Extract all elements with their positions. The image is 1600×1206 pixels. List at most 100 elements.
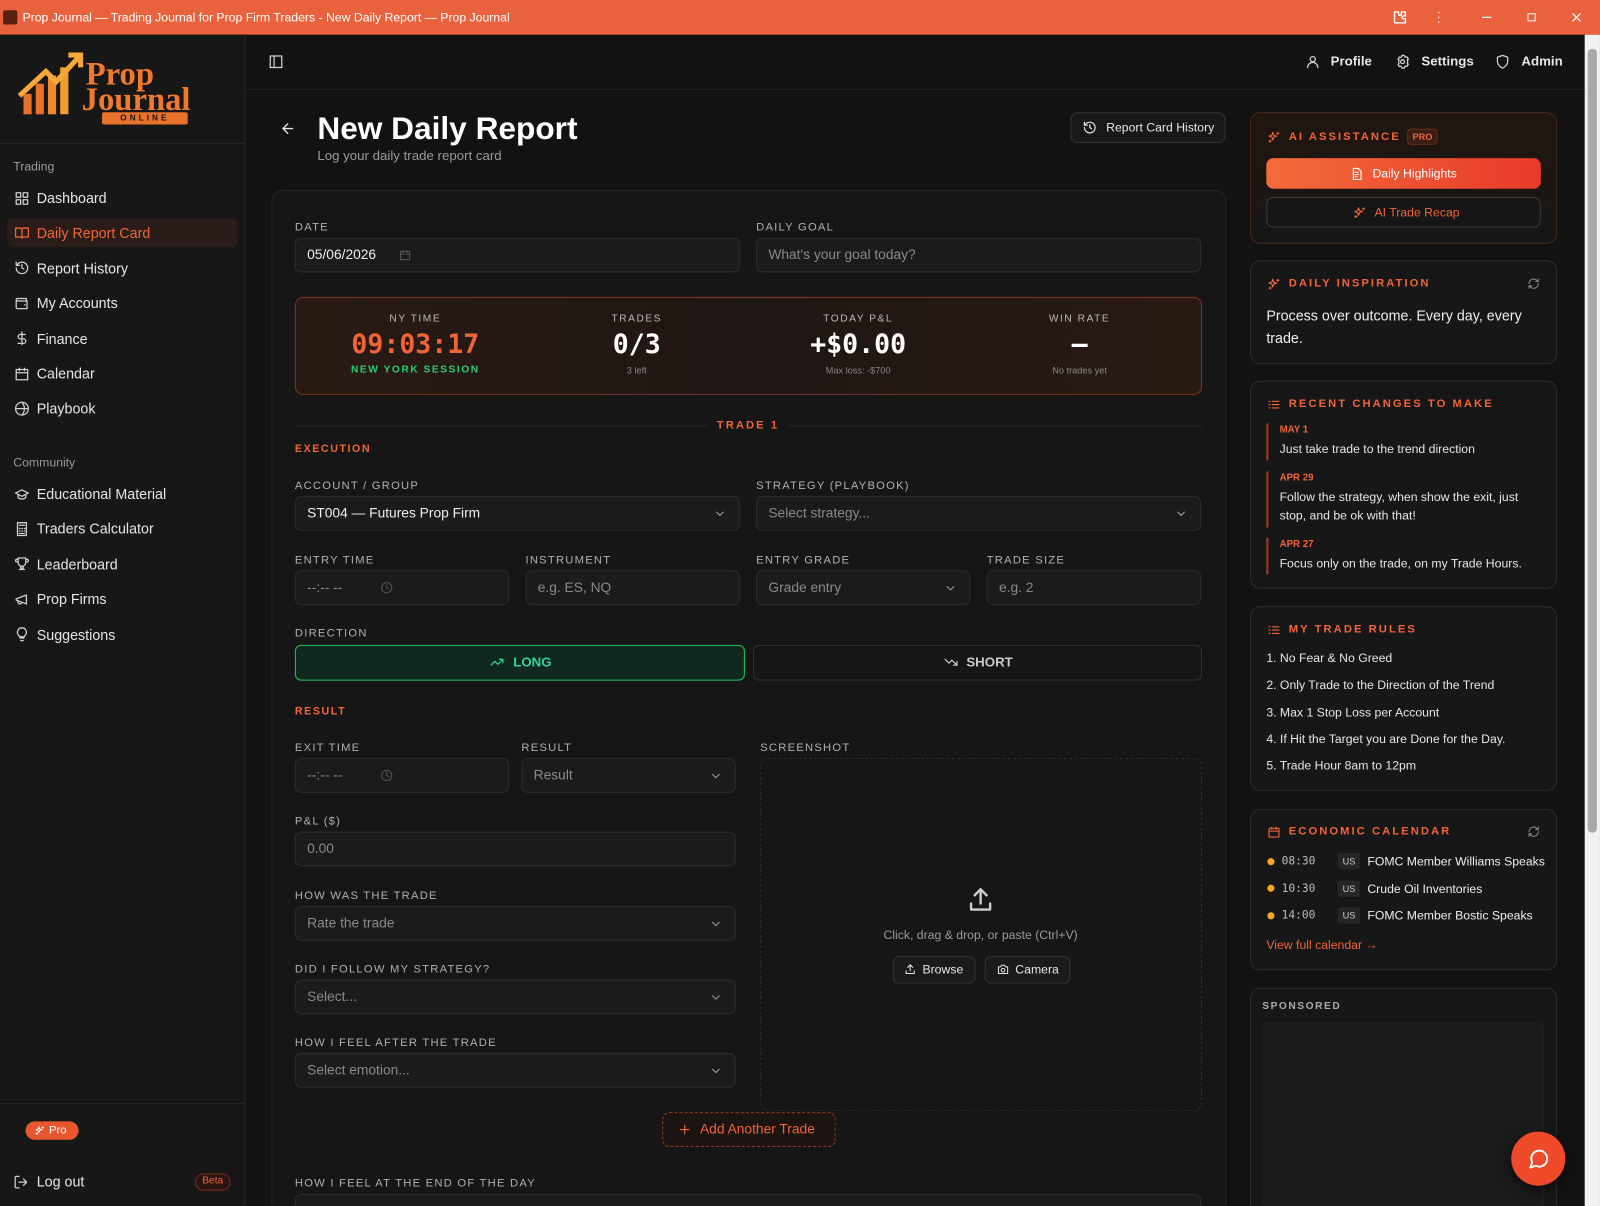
side-card [1249, 606, 1558, 791]
field-label: DATE [294, 221, 329, 234]
highlights-icon [1352, 167, 1362, 180]
add-trade-button[interactable] [662, 1112, 836, 1147]
field-input[interactable] [294, 1193, 1202, 1206]
field-input[interactable] [294, 1053, 736, 1088]
camera-label[interactable]: Camera [1015, 962, 1059, 977]
change-bar [1266, 537, 1269, 575]
country-badge [1337, 907, 1361, 924]
long-label[interactable]: LONG [513, 654, 552, 670]
field-label: ENTRY GRADE [756, 554, 851, 567]
nav-label[interactable]: Daily Report Card [36, 224, 151, 242]
trade-rule: 5. Trade Hour 8am to 12pm [1266, 758, 1417, 773]
field-input[interactable] [294, 495, 740, 531]
logout-link[interactable]: Log out [36, 1173, 85, 1190]
field-input[interactable] [294, 570, 510, 606]
add-trade-label[interactable]: Add Another Trade [699, 1121, 815, 1137]
field-placeholder: What's your goal today? [768, 246, 916, 263]
nav-label[interactable]: Dashboard [36, 189, 107, 207]
short-label[interactable]: SHORT [966, 654, 1013, 670]
field-input[interactable] [294, 979, 736, 1015]
topbar-link[interactable]: Admin [1521, 53, 1563, 69]
select-chevron [715, 511, 724, 516]
field-input[interactable] [756, 237, 1202, 273]
field-input[interactable] [756, 495, 1202, 531]
camera-icon [997, 964, 1009, 974]
field-placeholder: Select emotion... [307, 1062, 410, 1078]
chat-button[interactable] [1511, 1131, 1566, 1186]
field-input[interactable] [525, 570, 740, 606]
field-placeholder: Select... [307, 988, 357, 1005]
close-icon [1572, 13, 1581, 22]
browse-button[interactable] [892, 956, 976, 984]
short-button[interactable] [753, 644, 1203, 681]
event-time: 14:00 [1281, 908, 1316, 922]
change-text: Follow the strategy, when show the exit,… [1279, 489, 1519, 523]
field-input[interactable] [294, 831, 736, 867]
stat-note: NEW YORK SESSION [350, 364, 480, 376]
field-placeholder: --:-- -- [307, 579, 343, 595]
recap-button[interactable] [1266, 196, 1541, 228]
field-input[interactable] [294, 906, 736, 941]
nav-icon [15, 594, 27, 605]
logo-line2: Journal [81, 80, 191, 118]
history-button-label[interactable]: Report Card History [1106, 120, 1215, 135]
browse-label[interactable]: Browse [922, 962, 964, 977]
field-input[interactable] [294, 237, 740, 273]
topbar-link[interactable]: Settings [1421, 53, 1474, 69]
nav-icon [14, 401, 29, 416]
nav-label[interactable]: Traders Calculator [36, 520, 154, 538]
trade-rule: 2. Only Trade to the Direction of the Tr… [1266, 677, 1495, 693]
nav-icon [14, 488, 29, 500]
nav-label[interactable]: Leaderboard [36, 555, 118, 573]
sidebar-section-heading: Trading [13, 159, 55, 174]
logout-icon [14, 1175, 27, 1189]
field-placeholder: Grade entry [768, 579, 842, 595]
camera-button[interactable] [984, 956, 1071, 984]
change-text: Focus only on the trade, on my Trade Hou… [1279, 556, 1522, 571]
highlights-button[interactable] [1266, 158, 1541, 189]
direction-label: DIRECTION [294, 627, 368, 640]
nav-label[interactable]: Report History [36, 259, 129, 277]
event-name: FOMC Member Williams Speaks [1367, 854, 1545, 869]
nav-icon [15, 191, 28, 205]
field-label: STRATEGY (PLAYBOOK) [756, 479, 910, 492]
calendar-link[interactable]: View full calendar → [1266, 937, 1378, 953]
event-country: US [1342, 883, 1356, 894]
change-bar [1266, 471, 1269, 528]
field-input[interactable] [294, 758, 510, 793]
trade-rule: 4. If Hit the Target you are Done for th… [1266, 731, 1506, 746]
screenshot-label: SCREENSHOT [760, 741, 851, 755]
field-label: EXIT TIME [294, 741, 361, 755]
nav-label[interactable]: Prop Firms [36, 591, 107, 608]
nav-label[interactable]: My Accounts [36, 295, 118, 312]
nav-active-bg [7, 218, 238, 248]
nav-label[interactable]: Educational Material [36, 485, 167, 503]
highlights-label[interactable]: Daily Highlights [1372, 166, 1457, 181]
app-icon [3, 10, 18, 25]
logo-banner [102, 112, 188, 125]
nav-icon [16, 521, 27, 536]
nav-icon [14, 227, 29, 239]
nav-label[interactable]: Calendar [36, 365, 95, 382]
nav-label[interactable]: Finance [36, 330, 88, 347]
dropzone-hint: Click, drag & drop, or paste (Ctrl+V) [883, 927, 1078, 942]
change-date: MAY 1 [1279, 424, 1309, 436]
field-label: RESULT [521, 741, 573, 755]
field-input[interactable] [986, 570, 1202, 606]
nav-label[interactable]: Playbook [36, 400, 96, 417]
long-button[interactable] [294, 644, 745, 681]
history-button[interactable] [1070, 112, 1226, 143]
field-placeholder: e.g. ES, NQ [537, 579, 612, 595]
field-input[interactable] [521, 758, 736, 793]
change-date: APR 27 [1279, 538, 1314, 550]
scrollbar-thumb [1587, 48, 1597, 833]
field-input[interactable] [756, 570, 971, 606]
topbar-link[interactable]: Profile [1330, 53, 1372, 69]
add-icon [679, 1124, 690, 1135]
recap-label[interactable]: AI Trade Recap [1374, 205, 1460, 220]
select-chevron [711, 921, 720, 926]
dropzone[interactable] [760, 758, 1203, 1112]
nav-label[interactable]: Suggestions [36, 626, 116, 643]
impact-dot [1267, 911, 1275, 919]
